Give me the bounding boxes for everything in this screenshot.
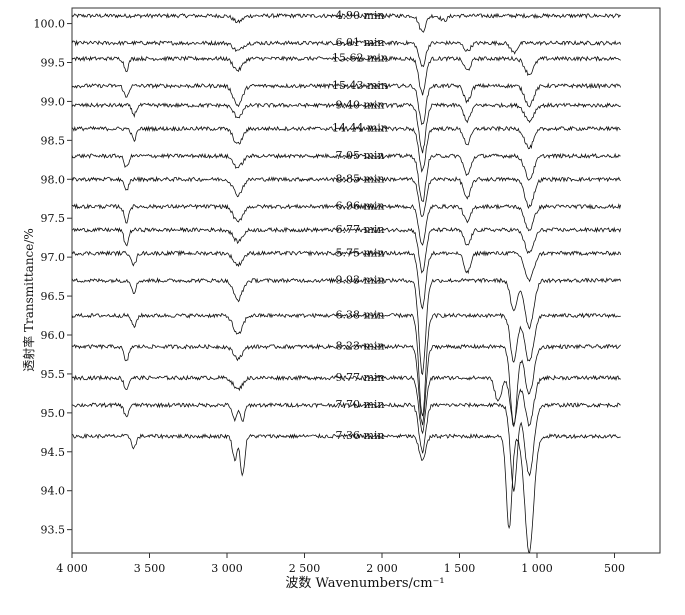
plot-frame — [71, 7, 661, 554]
spectrum-time-label: 7.70 min — [335, 398, 384, 411]
spectrum-line — [71, 432, 621, 554]
y-tick-label: 100.0 — [34, 18, 66, 31]
spectrum-time-label: 9.93 min — [335, 274, 384, 287]
y-tick-label: 99.5 — [41, 57, 66, 70]
y-tick-label: 96.0 — [41, 329, 66, 342]
spectrum-line — [71, 312, 621, 417]
spectrum-line — [71, 102, 621, 154]
spectrum-time-label: 5.75 min — [335, 246, 384, 259]
plot-border — [71, 7, 661, 554]
spectrum-line — [71, 401, 621, 492]
spectrum-time-label: 4.90 min — [335, 9, 384, 22]
spectrum-line — [71, 249, 622, 310]
x-tick-label: 2 500 — [289, 562, 321, 575]
annotation-layer: 4.90 min 6.01 min 15.62 min 15.43 min 9.40 m… — [332, 9, 388, 442]
y-tick-label: 94.0 — [41, 485, 66, 498]
spectrum-time-label: 7.05 min — [335, 149, 384, 162]
spectrum-time-label: 6.38 min — [335, 309, 384, 322]
spectrum-time-label: 9.40 min — [335, 98, 384, 111]
spectrum-line — [71, 175, 621, 217]
x-tick-label: 1 500 — [444, 562, 476, 575]
spectrum-line — [71, 374, 621, 435]
spectrum-time-label: 15.62 min — [332, 52, 388, 65]
spectrum-line — [71, 39, 622, 68]
y-tick-label: 98.5 — [41, 134, 66, 147]
y-tick-label: 98.0 — [41, 173, 66, 186]
y-tick-label: 96.5 — [41, 290, 66, 303]
y-tick-label: 97.5 — [41, 212, 66, 225]
x-tick-label: 1 000 — [521, 562, 553, 575]
spectrum-time-label: 15.43 min — [332, 79, 388, 92]
spectrum-time-label: 8.23 min — [335, 340, 384, 353]
x-tick-label: 500 — [604, 562, 625, 575]
spectrum-line — [71, 12, 621, 33]
y-tick-label: 95.5 — [41, 368, 66, 381]
spectrum-line — [71, 55, 621, 96]
y-tick-label: 93.5 — [41, 524, 66, 537]
x-tick-label: 3 500 — [134, 562, 166, 575]
x-tick-label: 3 000 — [211, 562, 243, 575]
spectrum-line — [71, 277, 622, 376]
y-tick-label: 99.0 — [41, 95, 66, 108]
x-axis-title: 波数 Wavenumbers/cm⁻¹ — [285, 576, 444, 591]
spectrum-time-label: 6.96 min — [335, 200, 384, 213]
y-tick-label: 95.0 — [41, 407, 66, 420]
spectrum-line — [71, 125, 621, 173]
x-tick-label: 2 000 — [366, 562, 398, 575]
y-tick-label: 94.5 — [41, 446, 66, 459]
spectrum-line — [71, 152, 621, 202]
y-tick-label: 97.0 — [41, 251, 66, 264]
x-tick-label: 4 000 — [56, 562, 88, 575]
x-axis: 4 000 3 500 3 000 2 500 2 000 1 500 1 000 500 — [56, 553, 625, 575]
spectrum-time-label: 6.01 min — [335, 36, 384, 49]
spectrum-line — [71, 82, 622, 126]
spectrum-line — [71, 343, 621, 427]
spectrum-line — [71, 226, 622, 274]
spectrum-time-label: 7.36 min — [335, 429, 384, 442]
spectrum-time-label: 14.44 min — [332, 122, 388, 135]
spectrum-time-label: 8.85 min — [335, 172, 384, 185]
spectrum-time-label: 6.77 min — [335, 223, 384, 236]
spectrum-time-label: 9.77 min — [335, 371, 384, 384]
y-axis-title: 透射率 Transmittance/% — [21, 228, 36, 372]
series-layer — [71, 12, 622, 554]
spectrum-line — [71, 203, 622, 246]
y-axis: 100.0 99.5 99.0 98.5 98.0 97.5 97.0 96.5 96.0 95.… — [34, 18, 72, 537]
